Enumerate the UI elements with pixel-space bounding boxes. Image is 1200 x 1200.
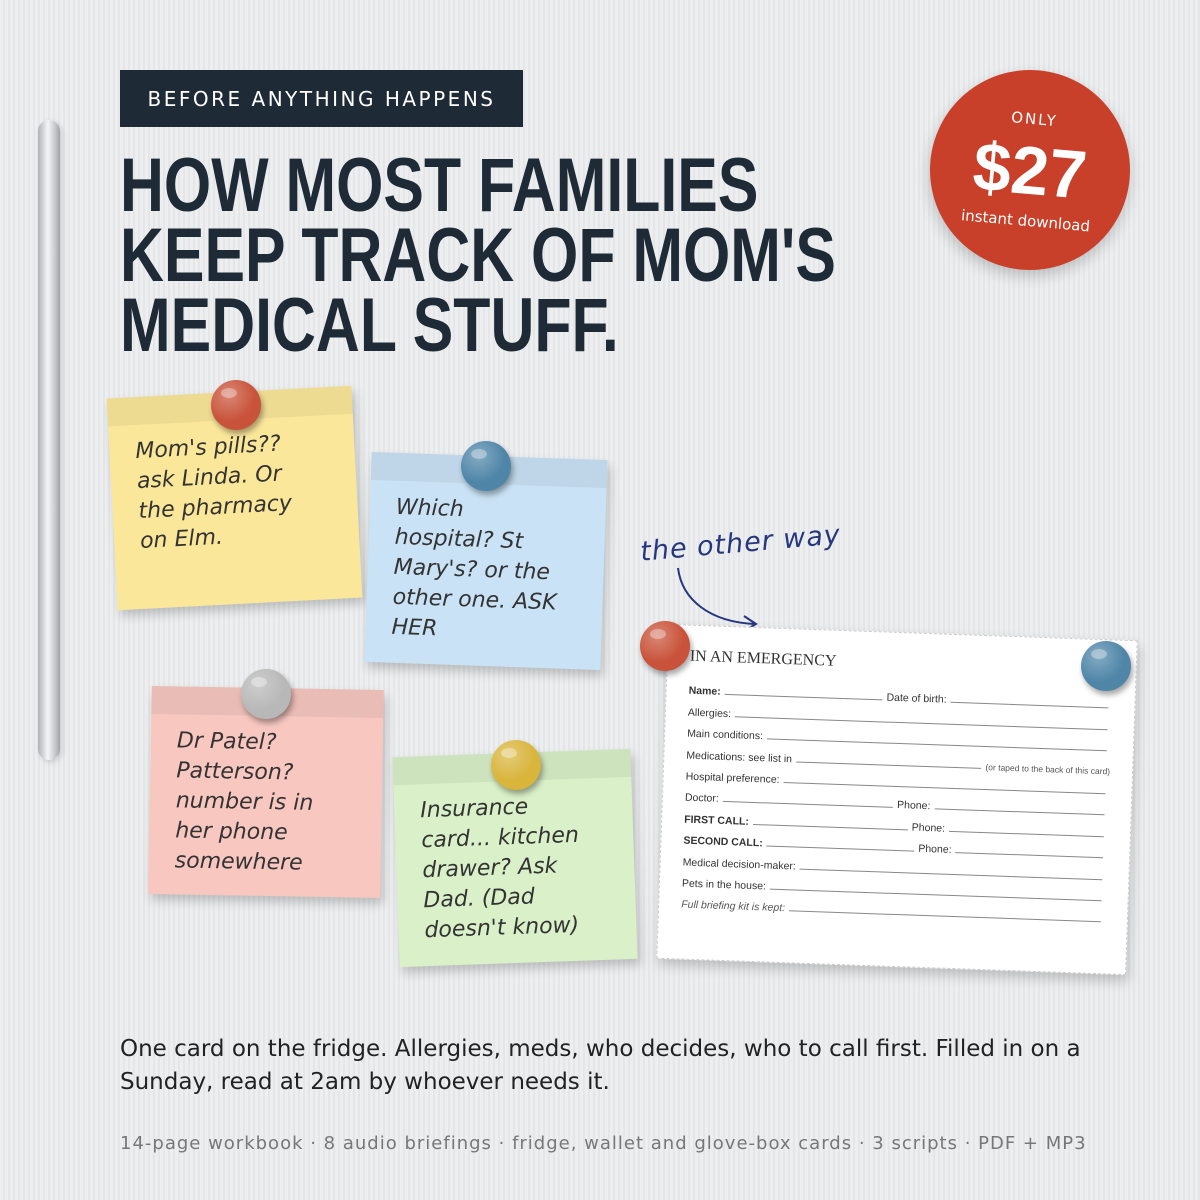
headline-line: HOW MOST FAMILIES [120, 143, 759, 228]
fridge-handle [38, 120, 60, 760]
body-text: One card on the fridge. Allergies, meds,… [120, 1036, 1081, 1095]
magnet [461, 441, 511, 491]
field-label: Allergies: [687, 706, 732, 720]
field-label: Phone: [918, 842, 952, 857]
field-label: Doctor: [684, 791, 719, 806]
field-label: Phone: [896, 799, 931, 813]
card-title: IN AN EMERGENCY [689, 647, 837, 670]
card-rows: Name: Date of birth: Allergies: Main condit… [681, 676, 1113, 926]
note-line: Patterson? [176, 758, 294, 786]
note-line: her phone [175, 818, 288, 846]
magnet [211, 380, 261, 430]
headline-line: KEEP TRACK OF MOM'S [120, 213, 836, 298]
field-label: Date of birth: [886, 691, 947, 707]
field-label: FIRST CALL: [683, 813, 750, 828]
headline-line: MEDICAL STUFF. [120, 283, 619, 368]
magnet [241, 669, 291, 719]
eyebrow: BEFORE ANYTHING HAPPENS [120, 70, 523, 127]
note-line: Dr Patel? [176, 728, 277, 756]
magnet [1081, 641, 1131, 691]
field-label: Name: [688, 685, 721, 699]
magnet [491, 740, 541, 790]
note-line: doesn't know) [424, 912, 580, 944]
magnet [640, 621, 690, 671]
field-label: Full briefing kit is kept: [680, 898, 786, 915]
badge-price: $27 [970, 128, 1090, 214]
price-badge: ONLY $27 instant download [921, 61, 1139, 279]
field-label: Phone: [911, 821, 946, 835]
field-line [788, 910, 1101, 923]
note-line: HER [391, 614, 438, 642]
note-line: number is in [175, 788, 314, 816]
emergency-card: IN AN EMERGENCY Name: Date of birth: Aller… [656, 623, 1138, 976]
note-line: somewhere [174, 848, 303, 876]
footer: 14-page workbook · 8 audio briefings · f… [120, 1133, 1087, 1154]
